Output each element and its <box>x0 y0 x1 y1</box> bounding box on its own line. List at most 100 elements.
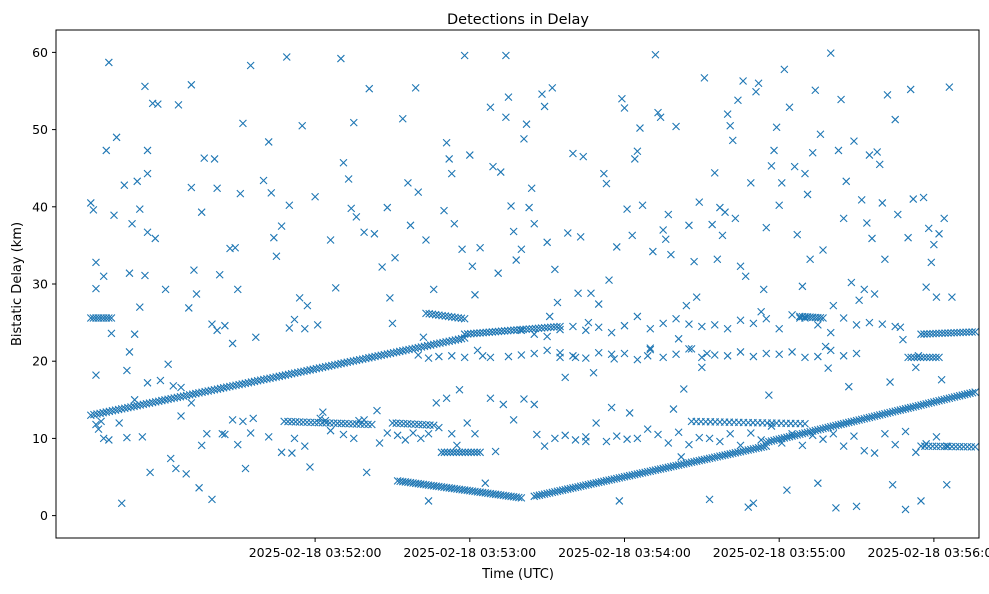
data-point <box>844 382 853 391</box>
data-point <box>718 231 727 240</box>
data-point <box>195 389 203 397</box>
data-point <box>442 337 450 346</box>
data-point <box>142 399 151 408</box>
data-point <box>388 319 397 328</box>
data-point <box>672 350 680 359</box>
data-point <box>728 136 737 145</box>
data-point <box>623 435 631 444</box>
data-point <box>569 322 577 331</box>
data-point <box>507 202 515 210</box>
data-point <box>256 376 265 385</box>
data-point <box>549 323 558 331</box>
data-point <box>420 342 429 351</box>
y-tick-label: 40 <box>32 199 48 214</box>
data-point <box>919 193 928 202</box>
data-point <box>210 385 219 394</box>
data-point <box>643 351 652 360</box>
data-point <box>187 183 196 192</box>
data-point <box>826 346 835 355</box>
data-point <box>208 320 216 329</box>
data-point <box>543 323 552 332</box>
data-point <box>574 289 582 298</box>
data-point <box>374 352 383 360</box>
data-point <box>404 178 412 187</box>
data-point <box>798 282 807 291</box>
data-point <box>466 329 475 338</box>
data-point <box>145 399 154 408</box>
data-point <box>842 177 851 186</box>
data-point <box>716 437 724 446</box>
data-point <box>416 434 425 443</box>
data-point <box>803 190 812 199</box>
data-point <box>448 336 457 345</box>
data-point <box>839 351 848 360</box>
data-point <box>685 320 693 329</box>
data-point <box>190 266 198 274</box>
data-point <box>607 328 616 337</box>
data-point <box>685 344 693 353</box>
data-point <box>932 432 941 441</box>
data-point <box>139 400 148 409</box>
data-point <box>561 431 570 440</box>
data-point <box>801 419 809 428</box>
data-point <box>447 169 456 178</box>
data-point <box>594 300 603 308</box>
data-point <box>191 389 200 398</box>
data-point <box>298 121 307 130</box>
data-point <box>682 301 691 310</box>
data-point <box>236 189 245 198</box>
data-point <box>664 439 673 447</box>
data-point <box>651 50 660 59</box>
data-point <box>383 350 392 358</box>
data-point <box>607 403 616 412</box>
data-point <box>253 376 262 385</box>
data-point <box>922 353 931 362</box>
data-point <box>605 276 613 285</box>
x-tick-label: 2025-02-18 03:52:00 <box>249 545 382 560</box>
data-point <box>968 388 977 397</box>
data-point <box>238 380 247 388</box>
data-point <box>612 243 621 251</box>
data-point <box>775 350 784 359</box>
data-point <box>497 327 506 336</box>
data-point <box>945 83 954 92</box>
data-point <box>659 319 668 328</box>
data-point <box>878 320 887 329</box>
data-point <box>532 430 541 439</box>
data-point <box>819 435 827 444</box>
data-point <box>318 408 327 417</box>
data-point <box>545 312 554 321</box>
data-point <box>826 328 835 337</box>
data-point <box>587 289 595 298</box>
data-point <box>674 334 683 343</box>
data-point <box>207 386 216 395</box>
data-point <box>251 333 260 342</box>
data-point <box>646 324 655 333</box>
data-point <box>901 427 910 436</box>
data-point <box>405 345 413 354</box>
data-point <box>434 311 443 320</box>
data-point <box>667 250 675 259</box>
data-point <box>553 298 562 307</box>
data-point <box>697 363 706 372</box>
data-point <box>540 323 549 332</box>
data-point <box>228 415 237 424</box>
data-point <box>855 296 864 305</box>
data-point <box>339 430 348 439</box>
data-point <box>736 348 745 356</box>
data-point <box>764 391 773 400</box>
data-point <box>443 448 452 457</box>
data-point <box>349 357 358 365</box>
data-point <box>723 324 732 333</box>
data-point <box>219 383 228 392</box>
data-point <box>543 238 552 247</box>
y-axis-label: Bistatic Delay (km) <box>10 222 25 346</box>
data-point <box>360 228 368 237</box>
data-point <box>530 219 539 228</box>
data-point <box>865 151 874 159</box>
data-point <box>646 345 655 354</box>
data-point <box>928 353 937 362</box>
data-point <box>434 423 443 432</box>
data-point <box>202 429 211 438</box>
